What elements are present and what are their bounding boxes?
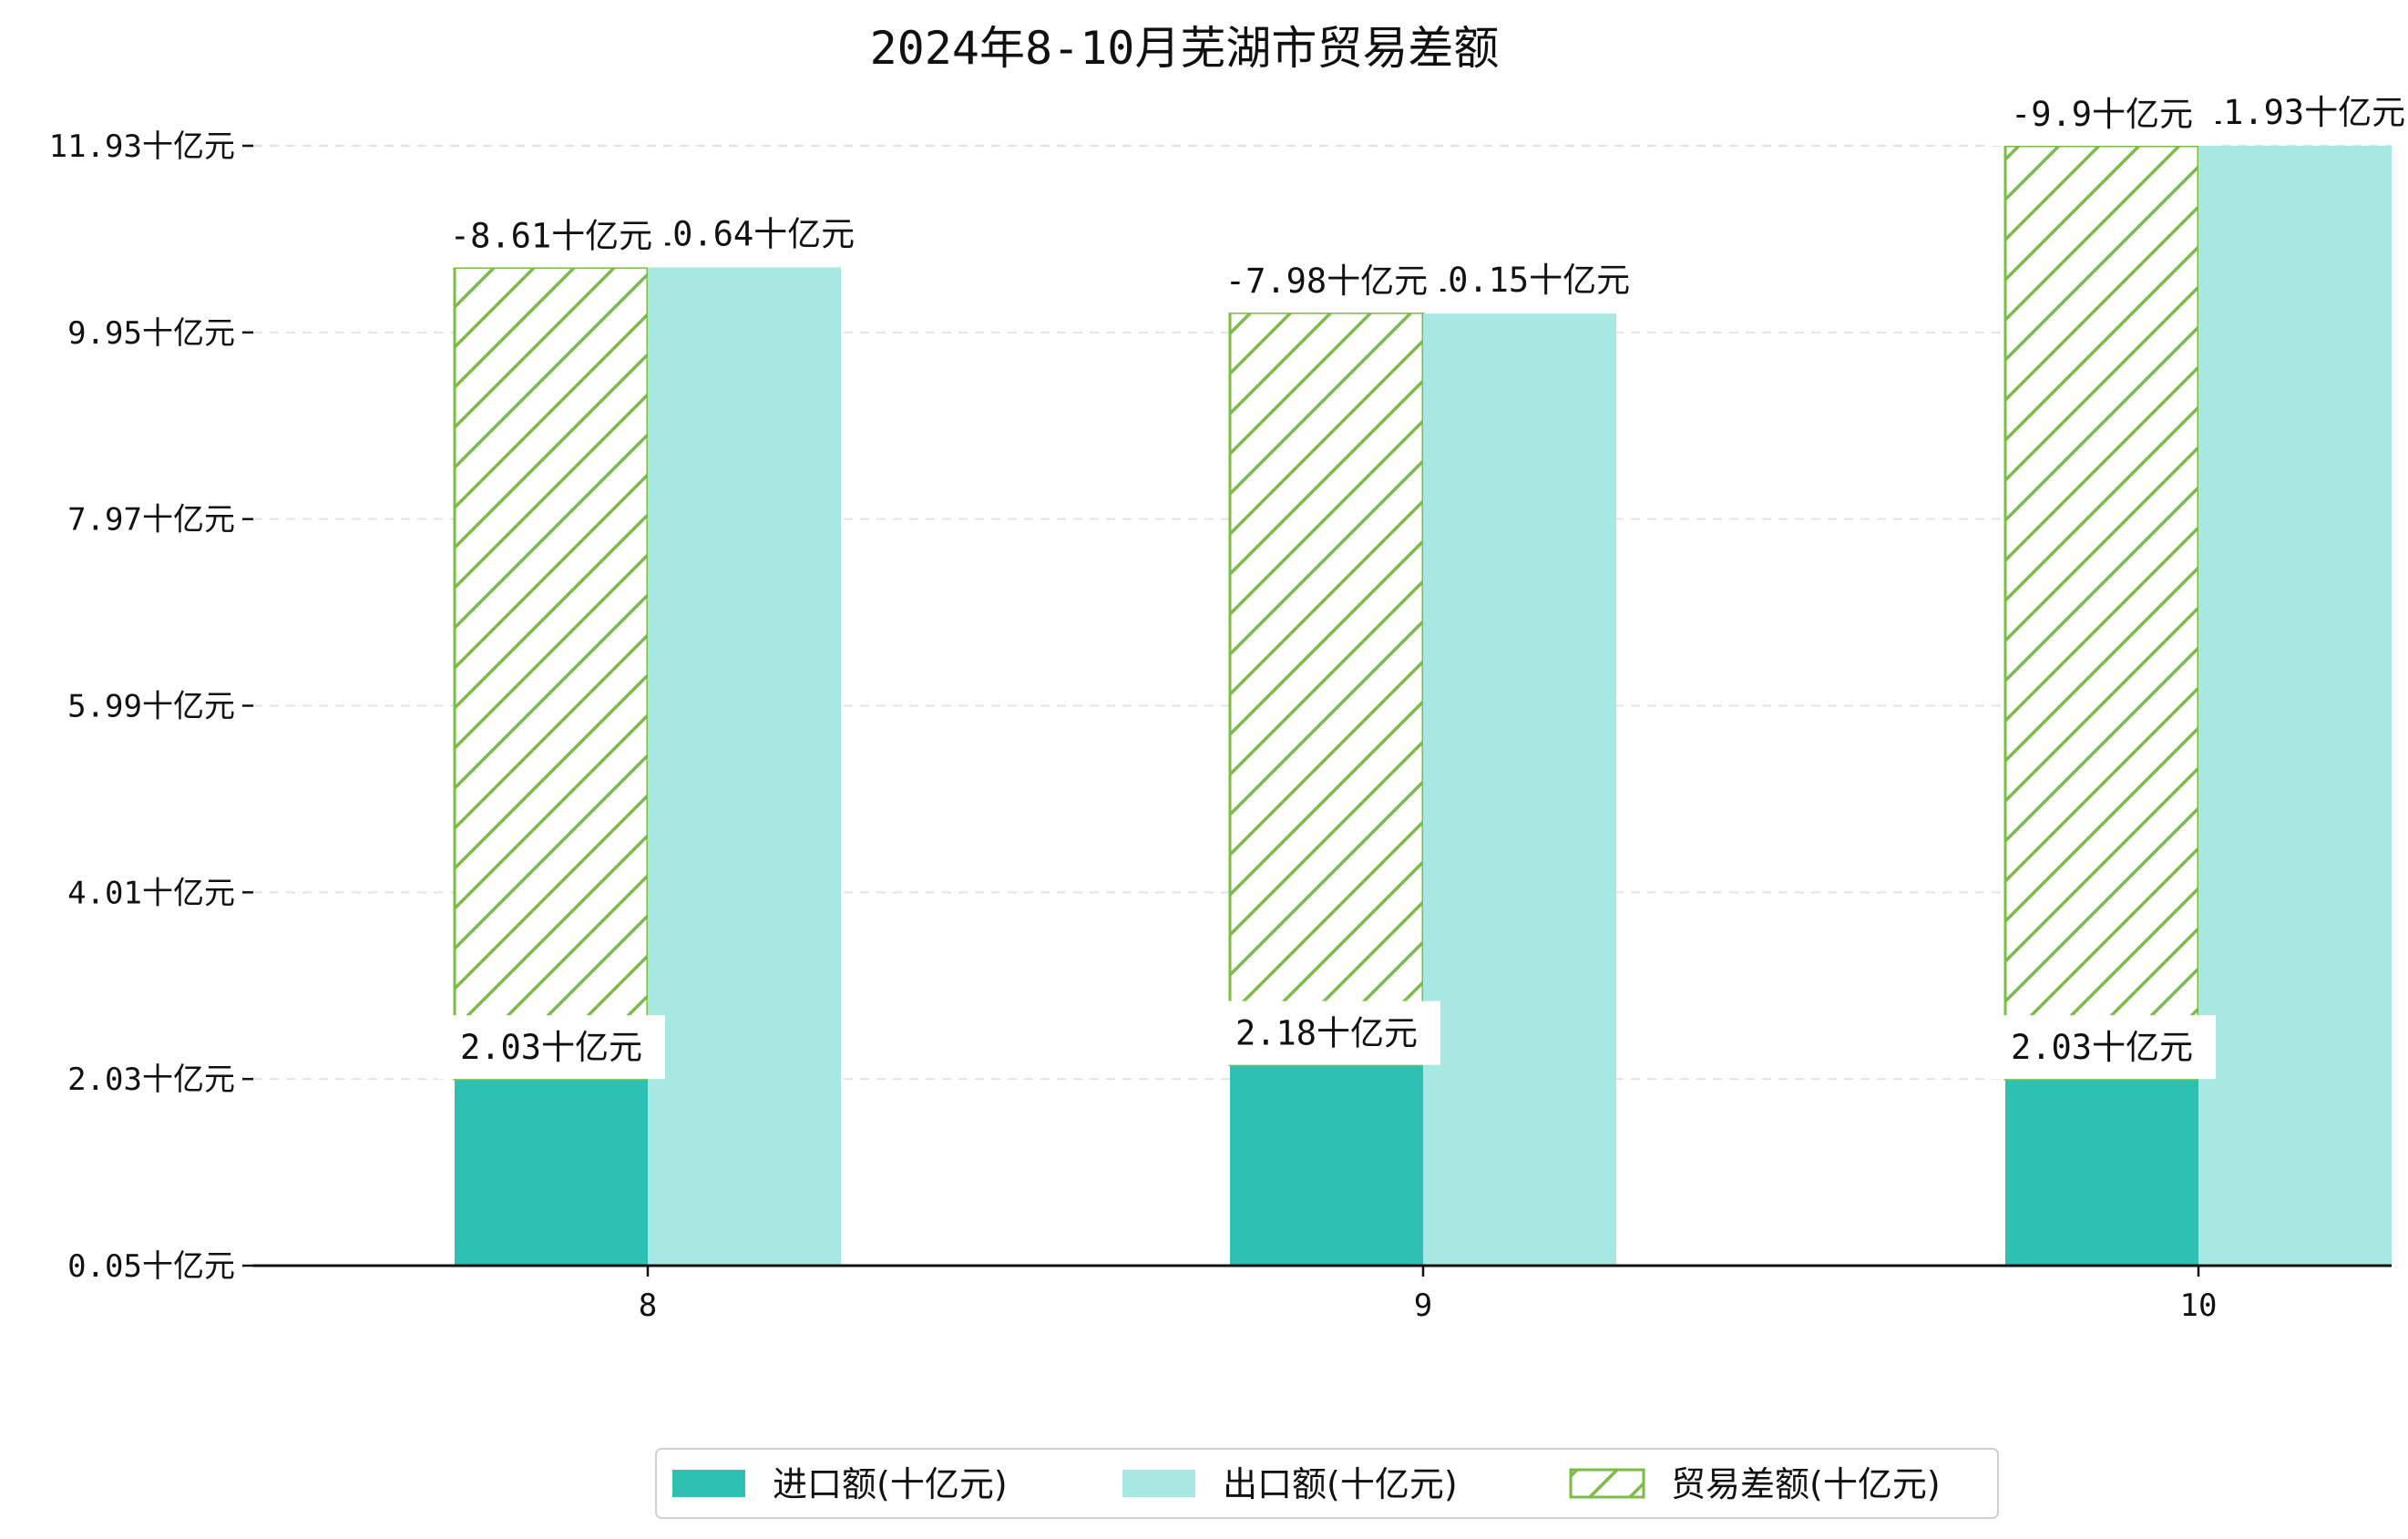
bar-trade-balance bbox=[2003, 144, 2200, 1081]
bar-trade-balance bbox=[453, 265, 650, 1081]
axes: 0.05十亿元 2.03十亿元 4.01十亿元 5.99十亿元 7.97十亿元 9.95十… bbox=[49, 128, 2392, 1324]
y-tick-label: 9.95十亿元 bbox=[67, 315, 235, 352]
y-tick-label: 7.97十亿元 bbox=[67, 502, 235, 539]
data-label: -9.9十亿元 bbox=[2011, 95, 2193, 134]
data-label: 11.93十亿元 bbox=[2203, 93, 2405, 132]
data-label: 2.03十亿元 bbox=[460, 1028, 642, 1067]
y-tick-label: 11.93十亿元 bbox=[49, 128, 235, 165]
y-tick-label: 2.03十亿元 bbox=[67, 1062, 235, 1098]
bar-import bbox=[2005, 1079, 2198, 1266]
data-label: -7.98十亿元 bbox=[1225, 262, 1428, 301]
data-label: 2.03十亿元 bbox=[2011, 1028, 2193, 1067]
data-label: 10.64十亿元 bbox=[652, 214, 855, 253]
data-label-bg bbox=[437, 1015, 665, 1080]
bar-trade-balance bbox=[1228, 311, 1425, 1067]
data-label-bg bbox=[653, 201, 854, 266]
x-tick-label: 8 bbox=[639, 1288, 657, 1324]
legend-box bbox=[655, 1448, 1999, 1519]
data-label-bg bbox=[1429, 248, 1629, 313]
x-tick-label: 9 bbox=[1414, 1288, 1432, 1324]
legend-swatch bbox=[1122, 1470, 1195, 1497]
bar-export bbox=[1423, 313, 1616, 1267]
x-tick-label: 10 bbox=[2180, 1288, 2218, 1324]
data-label: 10.15十亿元 bbox=[1428, 261, 1630, 300]
data-label-bg bbox=[2204, 80, 2404, 144]
legend-swatch-hatched bbox=[1569, 1468, 1645, 1499]
bars bbox=[453, 144, 2392, 1267]
data-label: -8.61十亿元 bbox=[450, 216, 652, 255]
bar-export bbox=[2198, 146, 2392, 1266]
y-tick-label: 5.99十亿元 bbox=[67, 689, 235, 725]
y-tick-label: 0.05十亿元 bbox=[67, 1248, 235, 1285]
legend-swatch bbox=[672, 1470, 745, 1497]
data-label-bg bbox=[1213, 1000, 1440, 1065]
bar-import bbox=[1230, 1064, 1423, 1266]
legend-label: 进口额(十亿元) bbox=[773, 1464, 1008, 1504]
legend: 进口额(十亿元) 出口额(十亿元) 贸易差额(十亿元) bbox=[655, 1448, 1999, 1519]
legend-label: 贸易差额(十亿元) bbox=[1671, 1464, 1941, 1504]
data-label-bg bbox=[1988, 82, 2216, 146]
legend-label: 出口额(十亿元) bbox=[1223, 1464, 1458, 1504]
data-label: 2.18十亿元 bbox=[1235, 1014, 1418, 1053]
data-labels: 10.64十亿元-8.61十亿元 2.03十亿元 10.15十亿元-7.98十亿元 2… bbox=[437, 80, 2405, 1080]
data-label-bg bbox=[1213, 249, 1440, 313]
bar-export bbox=[648, 267, 841, 1266]
bar-import bbox=[455, 1079, 648, 1266]
data-label-bg bbox=[1988, 1015, 2216, 1080]
chart-title: 2024年8-10月芜湖市贸易差额 bbox=[870, 22, 1500, 75]
data-label-bg bbox=[437, 203, 665, 268]
y-tick-label: 4.01十亿元 bbox=[67, 875, 235, 911]
